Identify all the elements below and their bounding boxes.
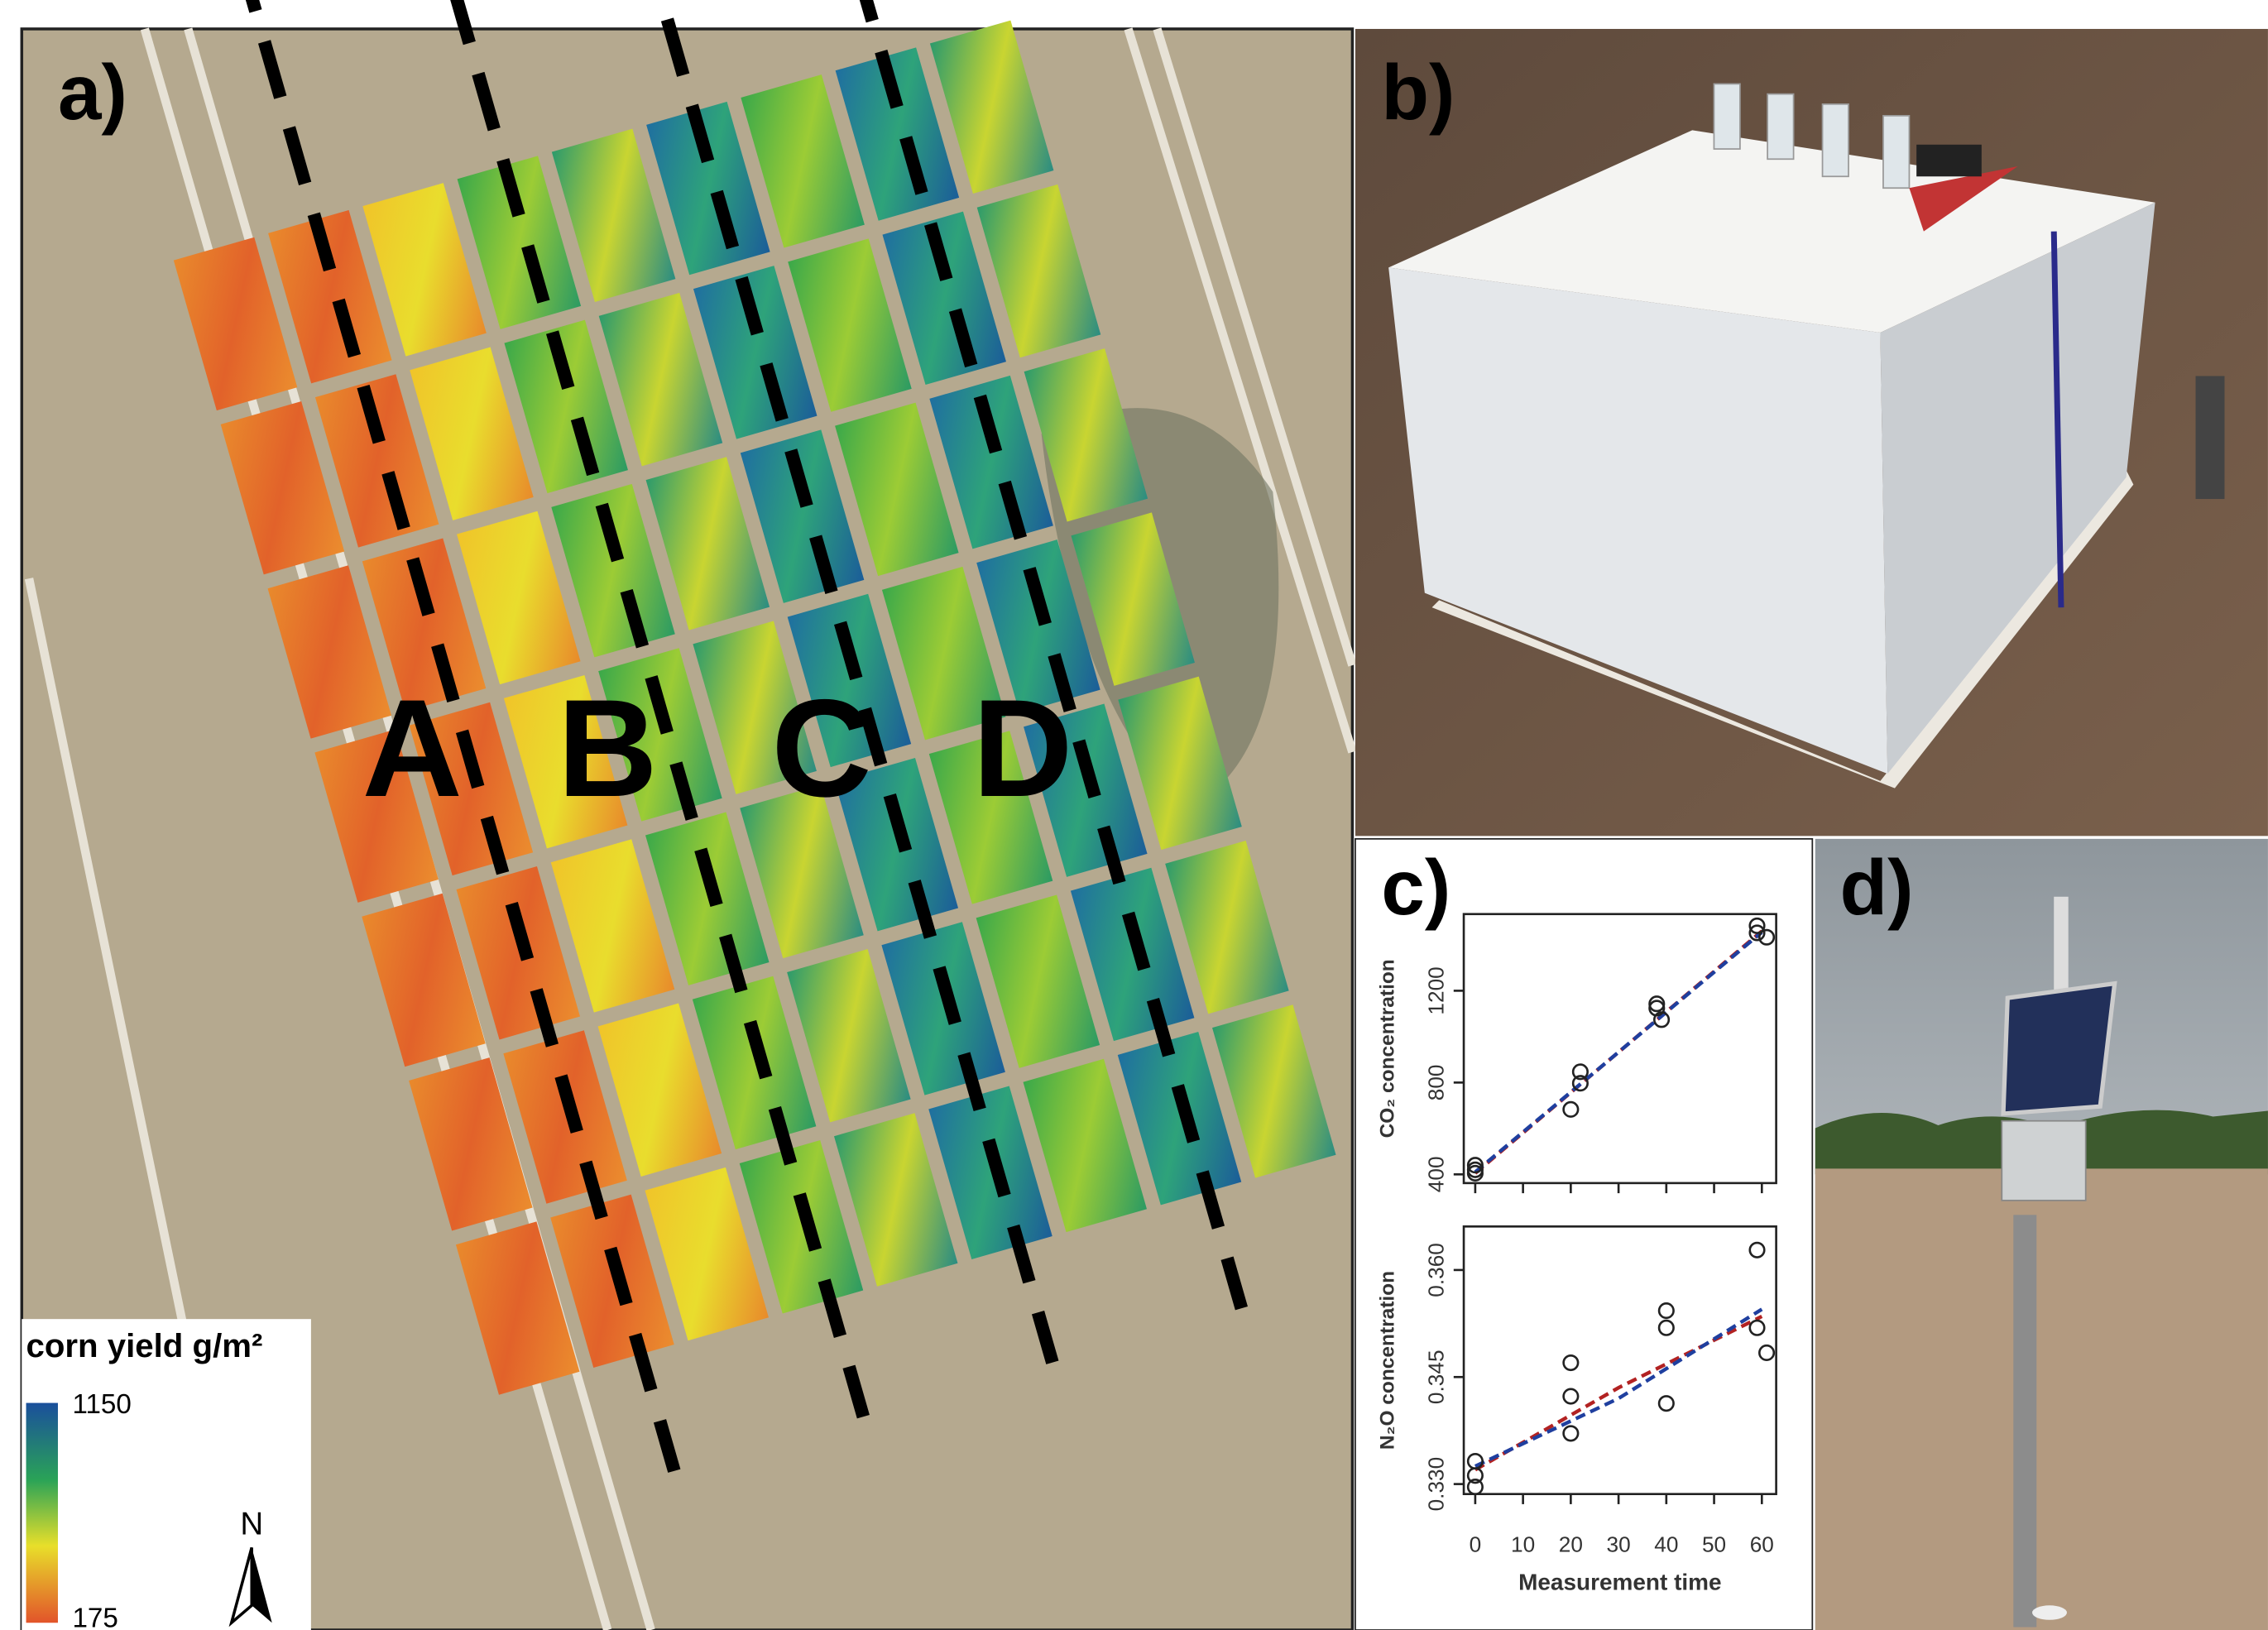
x-tick-label: 50 xyxy=(1702,1532,1726,1557)
y-axis-label: CO₂ concentration xyxy=(1377,959,1399,1138)
colorbar xyxy=(26,1403,58,1623)
panel-label: b) xyxy=(1381,50,1455,137)
y-tick-label: 0.330 xyxy=(1424,1457,1449,1512)
panel-label: c) xyxy=(1381,845,1450,932)
x-tick-label: 40 xyxy=(1654,1532,1678,1557)
x-tick-label: 0 xyxy=(1470,1532,1482,1557)
y-tick-label: 0.360 xyxy=(1424,1243,1449,1297)
panel-label: d) xyxy=(1840,845,1914,932)
panel-b: b) xyxy=(1355,29,2268,836)
north-label: N xyxy=(240,1506,263,1541)
y-tick-label: 0.345 xyxy=(1424,1350,1449,1404)
x-axis-label: Measurement time xyxy=(1518,1569,1721,1594)
x-tick-label: 20 xyxy=(1559,1532,1583,1557)
zone-label: B xyxy=(558,670,658,826)
figure: a) A B C D corn yield g/m² 1150 175 N b)… xyxy=(0,0,2268,1630)
legend-title: corn yield g/m² xyxy=(26,1327,263,1364)
panel-a: a) A B C D corn yield g/m² 1150 175 N xyxy=(22,0,1369,1630)
x-tick-label: 60 xyxy=(1750,1532,1774,1557)
zone-label: C xyxy=(771,670,871,826)
legend-max: 1150 xyxy=(72,1389,131,1420)
y-axis-label: N₂O concentration xyxy=(1377,1271,1399,1450)
panel-d: d) xyxy=(1815,839,2268,1630)
y-tick-label: 800 xyxy=(1424,1064,1449,1100)
x-tick-label: 10 xyxy=(1511,1532,1535,1557)
zone-label: D xyxy=(972,670,1072,826)
zone-label: A xyxy=(362,670,463,826)
panel-label: a) xyxy=(58,50,127,137)
y-tick-label: 1200 xyxy=(1424,966,1449,1014)
legend-min: 175 xyxy=(72,1604,117,1630)
y-tick-label: 400 xyxy=(1424,1156,1449,1192)
panel-c: c) xyxy=(1355,839,1812,1630)
x-tick-label: 30 xyxy=(1607,1532,1631,1557)
